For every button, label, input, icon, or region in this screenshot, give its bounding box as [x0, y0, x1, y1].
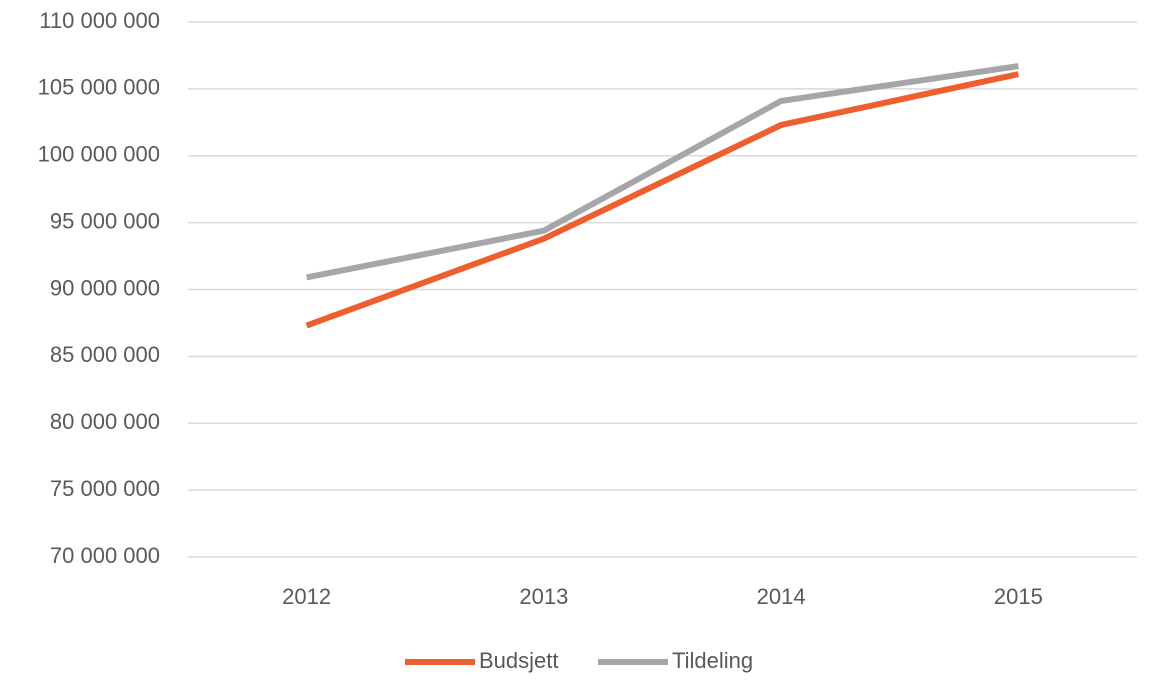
y-tick-label: 105 000 000 — [38, 75, 160, 100]
legend-label: Tildeling — [672, 648, 753, 673]
series-line — [305, 71, 1020, 329]
y-tick-label: 90 000 000 — [50, 275, 160, 300]
legend-label: Budsjett — [479, 648, 559, 673]
y-tick-label: 85 000 000 — [50, 342, 160, 367]
y-tick-label: 75 000 000 — [50, 476, 160, 501]
x-tick-label: 2015 — [994, 584, 1043, 609]
x-tick-label: 2013 — [519, 584, 568, 609]
x-tick-label: 2014 — [757, 584, 806, 609]
y-tick-label: 95 000 000 — [50, 208, 160, 233]
series-line — [306, 63, 1019, 281]
y-tick-label: 100 000 000 — [38, 142, 160, 167]
y-tick-label: 70 000 000 — [50, 543, 160, 568]
y-tick-label: 80 000 000 — [50, 409, 160, 434]
y-tick-label: 110 000 000 — [39, 8, 160, 33]
x-tick-label: 2012 — [282, 584, 331, 609]
